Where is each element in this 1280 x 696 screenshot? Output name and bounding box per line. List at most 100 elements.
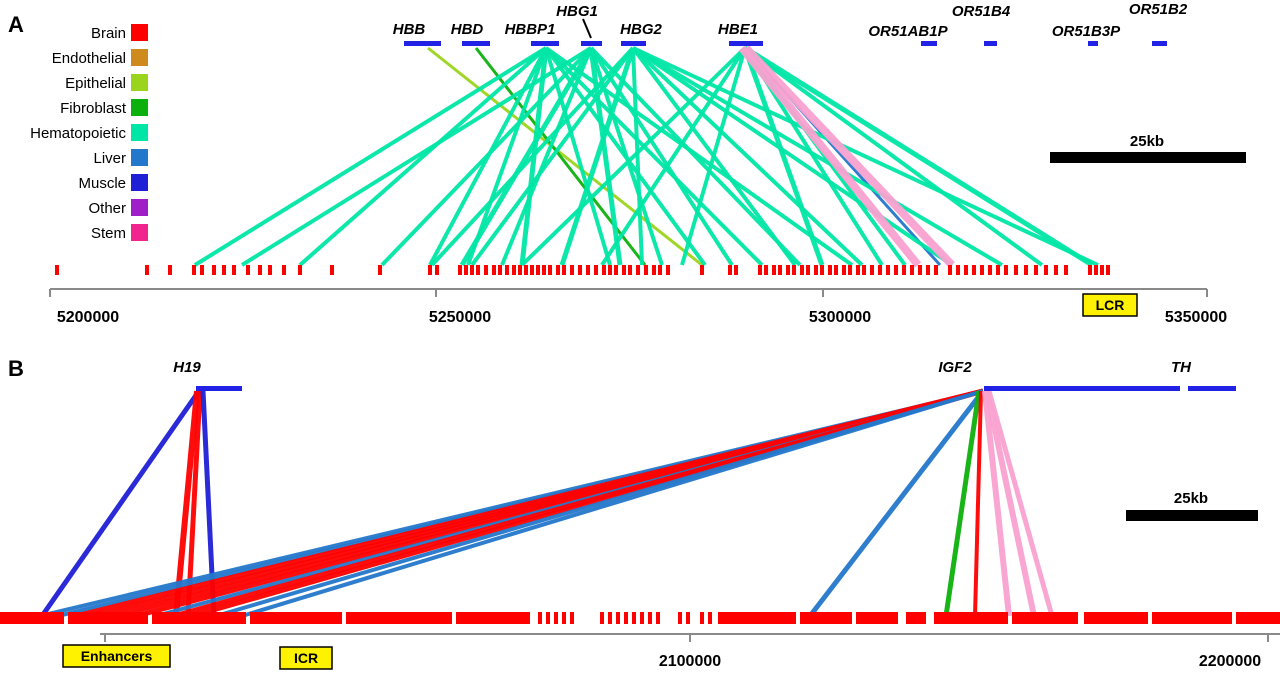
- legend-swatch-muscle: [131, 174, 148, 191]
- enhancer-tick: [636, 265, 640, 275]
- enhancer-tick: [786, 265, 790, 275]
- interaction-line-hematopoietic: [589, 47, 664, 266]
- enhancer-segment: [1012, 612, 1078, 624]
- enhancer-tick: [894, 265, 898, 275]
- legend-swatch-liver: [131, 149, 148, 166]
- enhancer-tick: [972, 265, 976, 275]
- interaction-line-hematopoietic: [430, 46, 635, 267]
- interaction-line-stem_line: [986, 390, 1055, 617]
- enhancer-tick: [435, 265, 439, 275]
- legend-label-muscle: Muscle: [78, 175, 126, 192]
- enhancer-tick: [594, 265, 598, 275]
- enhancer-tick: [505, 265, 509, 275]
- enhancer-tick: [778, 265, 782, 275]
- enhancer-segment: [250, 612, 342, 624]
- enhancer-segment: [906, 612, 926, 624]
- axis-tick-label: 5250000: [429, 309, 491, 326]
- interaction-line-hematopoietic: [631, 47, 644, 266]
- enhancer-tick: [556, 265, 560, 275]
- interaction-line-epithelial: [427, 46, 703, 267]
- enhancer-tick: [834, 265, 838, 275]
- gene-label-OR51B2: OR51B2: [1129, 1, 1188, 18]
- enhancer-tick: [536, 265, 540, 275]
- enhancer-tick: [470, 265, 474, 275]
- interaction-line-hematopoietic: [470, 46, 635, 267]
- interaction-line-hematopoietic: [193, 46, 548, 267]
- enhancer-tick: [200, 265, 204, 275]
- enhancer-tick: [700, 612, 704, 624]
- enhancer-tick: [700, 265, 704, 275]
- interaction-line-hematopoietic: [632, 46, 1099, 267]
- annotation-box-label-lcr: LCR: [1096, 297, 1125, 313]
- gene-label-OR51AB1P: OR51AB1P: [868, 23, 948, 40]
- enhancer-tick: [330, 265, 334, 275]
- enhancer-tick: [538, 612, 542, 624]
- gene-bar-IGF2: [984, 386, 1180, 391]
- enhancer-tick: [562, 612, 566, 624]
- enhancer-tick: [996, 265, 1000, 275]
- enhancer-tick: [842, 265, 846, 275]
- enhancer-tick: [886, 265, 890, 275]
- enhancer-tick: [814, 265, 818, 275]
- legend-label-other: Other: [88, 200, 126, 217]
- interaction-line-hematopoietic: [589, 46, 734, 267]
- enhancer-tick: [926, 265, 930, 275]
- axis-tick-label: 5300000: [809, 309, 871, 326]
- gene-label-IGF2: IGF2: [938, 359, 972, 376]
- enhancer-tick: [145, 265, 149, 275]
- annotation-box-enhancers: [62, 644, 171, 668]
- legend-swatch-endothelial: [131, 49, 148, 66]
- enhancer-tick: [530, 265, 534, 275]
- legend-swatch-epithelial: [131, 74, 148, 91]
- enhancer-tick: [168, 265, 172, 275]
- panel-letter-A: A: [8, 12, 24, 37]
- interaction-line-hematopoietic: [240, 46, 593, 267]
- gene-label-HBBP1: HBBP1: [505, 21, 556, 38]
- enhancer-tick: [644, 265, 648, 275]
- enhancer-tick: [656, 612, 660, 624]
- legend-label-brain: Brain: [91, 25, 126, 42]
- enhancer-segment: [1236, 612, 1280, 624]
- enhancer-tick: [608, 265, 612, 275]
- interaction-line-hematopoietic: [380, 46, 593, 267]
- enhancer-tick: [628, 265, 632, 275]
- gene-label-OR51B3P: OR51B3P: [1052, 23, 1121, 40]
- enhancer-segment: [934, 612, 1008, 624]
- enhancer-tick: [686, 612, 690, 624]
- interaction-line-brain: [973, 390, 983, 617]
- enhancer-tick: [608, 612, 612, 624]
- gene-bar-H19: [196, 386, 242, 391]
- enhancer-tick: [678, 612, 682, 624]
- enhancer-tick: [548, 265, 552, 275]
- enhancer-tick: [232, 265, 236, 275]
- interaction-line-hematopoietic: [298, 46, 548, 267]
- interaction-line-hematopoietic: [500, 47, 593, 266]
- gene-bar-OR51B4: [984, 41, 997, 46]
- enhancer-tick: [902, 265, 906, 275]
- enhancer-tick: [758, 265, 762, 275]
- gene-pointer-line-HBG1: [582, 18, 592, 39]
- annotation-box-label-enhancers: Enhancers: [81, 648, 153, 664]
- interaction-line-hematopoietic: [588, 47, 623, 266]
- panel-letter-B: B: [8, 356, 24, 381]
- enhancer-tick: [862, 265, 866, 275]
- enhancer-tick: [648, 612, 652, 624]
- annotation-box-lcr: [1082, 293, 1138, 317]
- interaction-line-stem_line: [982, 390, 1012, 617]
- legend-label-fibroblast: Fibroblast: [60, 100, 127, 117]
- interaction-line-hematopoietic: [544, 46, 764, 267]
- enhancer-tick: [246, 265, 250, 275]
- axis-tick-label: 2100000: [659, 653, 721, 670]
- enhancer-segment: [152, 612, 246, 624]
- enhancer-tick: [624, 612, 628, 624]
- panels: A 5200000 5250000 5300000 5350000 HBB HBD HBBP1…: [0, 1, 1280, 670]
- enhancer-tick: [658, 265, 662, 275]
- enhancer-tick: [476, 265, 480, 275]
- interaction-line-hematopoietic: [742, 47, 825, 266]
- enhancer-tick: [622, 265, 626, 275]
- enhancer-tick: [856, 265, 860, 275]
- enhancer-tick: [878, 265, 882, 275]
- enhancer-tick: [988, 265, 992, 275]
- legend-label-endothelial: Endothelial: [52, 50, 126, 67]
